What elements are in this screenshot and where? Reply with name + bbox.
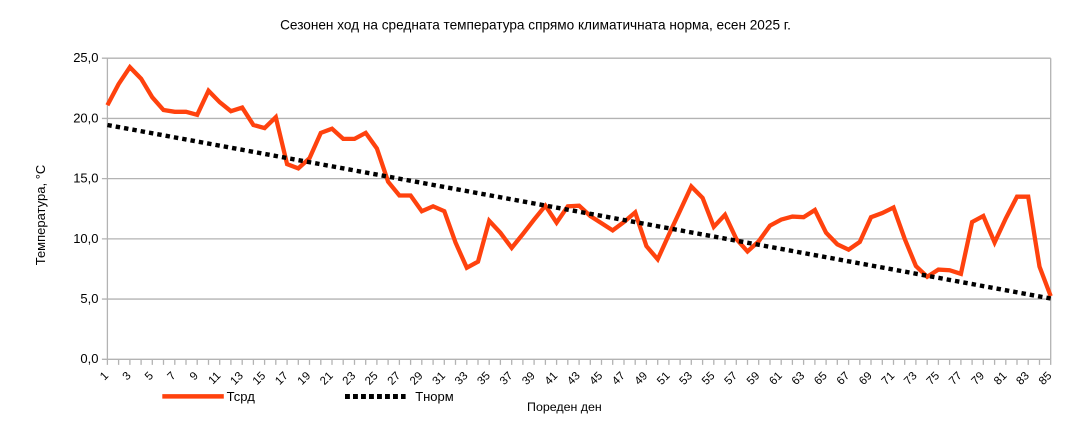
svg-text:20,0: 20,0 xyxy=(73,110,98,125)
svg-text:10,0: 10,0 xyxy=(73,231,98,246)
svg-text:Тнорм: Тнорм xyxy=(415,389,454,404)
svg-text:15,0: 15,0 xyxy=(73,171,98,186)
svg-text:Температура, °С: Температура, °С xyxy=(33,165,48,266)
svg-text:5,0: 5,0 xyxy=(80,291,98,306)
svg-text:Сезонен ход на средната темпер: Сезонен ход на средната температура спря… xyxy=(280,18,791,33)
svg-text:Пореден ден: Пореден ден xyxy=(527,400,602,414)
svg-text:25,0: 25,0 xyxy=(73,50,98,65)
svg-text:0,0: 0,0 xyxy=(80,351,98,366)
svg-text:Тсрд: Тсрд xyxy=(227,389,256,404)
